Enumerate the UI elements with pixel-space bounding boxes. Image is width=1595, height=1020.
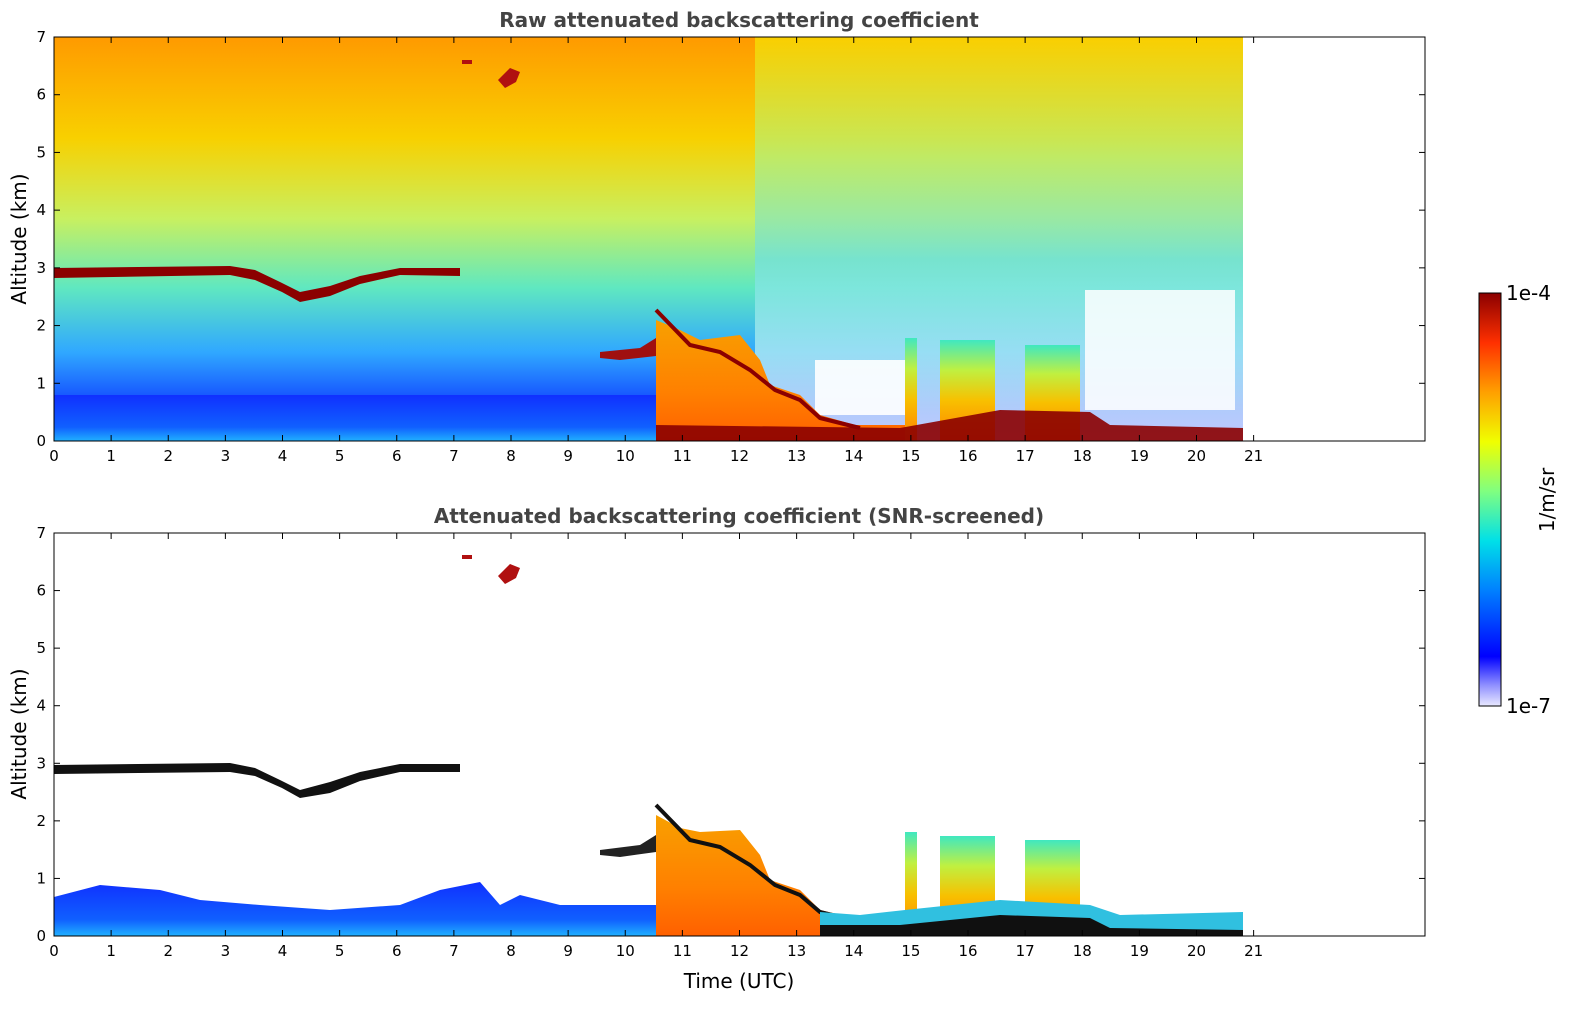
panel1-xtick-label: 0: [49, 447, 59, 465]
panel2-xtick-label: 5: [335, 942, 345, 960]
panel1-high-cloud-small: [462, 60, 472, 64]
panel1-high-cloud: [498, 68, 520, 88]
panel2-ytick-label: 2: [36, 812, 46, 830]
panel1-cloud-layer: [54, 266, 460, 302]
panel2-xtick-label: 0: [49, 942, 59, 960]
panel1-surface-band: [656, 410, 1243, 441]
panel1-xtick-label: 10: [616, 447, 635, 465]
panel1-xtick-label: 11: [673, 447, 692, 465]
panel2-xtick-label: 12: [730, 942, 749, 960]
panel2-xtick-label: 13: [787, 942, 806, 960]
panel2-axes: 0 1 2 3 4 5 6 7 8 9 10 11 12 13 14 15 16 17 18 19 20 21012345…: [36, 524, 1425, 960]
panel1-ytick-label: 2: [36, 317, 46, 335]
panel1-elevated-layer: [600, 338, 656, 360]
panel1-no-data: [1243, 37, 1425, 441]
panel1-xtick-label: 2: [163, 447, 173, 465]
panel2-xtick-label: 20: [1187, 942, 1206, 960]
panel2-surface-layer: [54, 882, 656, 936]
panel1-xtick-label: 21: [1244, 447, 1263, 465]
panel2-xtick-label: 3: [221, 942, 231, 960]
panel-raw: Raw attenuated backscattering coefficien…: [7, 8, 1426, 465]
panel1-plume: [905, 338, 917, 441]
panel1-ytick-label: 5: [36, 143, 46, 161]
panel-screened: Attenuated backscattering coefficient (S…: [7, 504, 1426, 993]
panel1-xtick-label: 13: [787, 447, 806, 465]
panel2-heatmap: [54, 555, 1243, 936]
panel2-ytick-label: 1: [36, 869, 46, 887]
panel1-ytick-label: 4: [36, 201, 46, 219]
panel2-xtick-label: 16: [958, 942, 977, 960]
panel2-ytick-label: 3: [36, 754, 46, 772]
panel1-xtick-label: 12: [730, 447, 749, 465]
panel1-ytick-label: 3: [36, 259, 46, 277]
panel2-xtick-label: 1: [106, 942, 116, 960]
panel1-xtick-label: 5: [335, 447, 345, 465]
colorbar: 1e-4 1e-7 1/m/sr: [1478, 281, 1559, 718]
panel2-xtick-label: 15: [901, 942, 920, 960]
panel2-ytick-label: 4: [36, 697, 46, 715]
panel1-ytick-label: 6: [36, 86, 46, 104]
panel2-high-cloud: [498, 564, 520, 584]
panel2-title: Attenuated backscattering coefficient (S…: [434, 504, 1044, 528]
panel2-xtick-label: 10: [616, 942, 635, 960]
panel2-xtick-label: 8: [506, 942, 516, 960]
panel2-xtick-label: 14: [844, 942, 863, 960]
panel2-cloud-layer: [54, 763, 460, 798]
panel2-xlabel: Time (UTC): [683, 969, 795, 993]
panel2-xtick-label: 21: [1244, 942, 1263, 960]
panel1-heatmap: [54, 37, 1425, 441]
colorbar-unit-label: 1/m/sr: [1535, 467, 1559, 532]
panel2-xtick-label: 7: [449, 942, 459, 960]
panel2-xtick-label: 19: [1130, 942, 1149, 960]
panel2-high-cloud-small: [462, 555, 472, 559]
panel1-xtick-label: 7: [449, 447, 459, 465]
panel1-xtick-label: 17: [1016, 447, 1035, 465]
panel2-surface-band: [820, 915, 1243, 936]
panel2-xtick-label: 4: [278, 942, 288, 960]
panel1-clear-patch: [815, 360, 905, 415]
panel1-ytick-label: 0: [36, 432, 46, 450]
panel1-xtick-label: 1: [106, 447, 116, 465]
panel1-clear-patch-2: [1085, 290, 1235, 410]
panel2-ylabel: Altitude (km): [7, 668, 31, 799]
panel1-axes: 0 1 2 3 4 5 6 7 8 9 10 11 12 13 14 15 16 17 18 19 20 21012345…: [36, 28, 1425, 465]
panel1-ytick-label: 7: [36, 28, 46, 46]
panel1-title: Raw attenuated backscattering coefficien…: [499, 8, 979, 32]
colorbar-gradient: [1478, 292, 1502, 707]
panel1-xtick-label: 20: [1187, 447, 1206, 465]
panel2-xtick-label: 6: [392, 942, 402, 960]
panel2-xtick-label: 18: [1073, 942, 1092, 960]
panel1-xtick-label: 16: [958, 447, 977, 465]
panel1-surface-layer: [54, 395, 656, 441]
panel1-xtick-label: 19: [1130, 447, 1149, 465]
panel1-bl-top: [654, 308, 861, 430]
panel2-ytick-label: 0: [36, 927, 46, 945]
panel1-xtick-label: 3: [221, 447, 231, 465]
panel2-ytick-label: 5: [36, 639, 46, 657]
panel1-xtick-label: 8: [506, 447, 516, 465]
panel1-ylabel: Altitude (km): [7, 173, 31, 304]
panel2-xtick-label: 11: [673, 942, 692, 960]
panel1-xtick-label: 4: [278, 447, 288, 465]
panel2-xtick-label: 17: [1016, 942, 1035, 960]
panel2-xtick-label: 9: [563, 942, 573, 960]
panel2-ytick-label: 7: [36, 524, 46, 542]
colorbar-min-label: 1e-7: [1506, 694, 1551, 718]
panel2-elevated-layer: [600, 835, 656, 857]
panel1-xtick-label: 15: [901, 447, 920, 465]
panel2-bl-top: [654, 803, 861, 924]
panel1-xtick-label: 14: [844, 447, 863, 465]
panel1-xtick-label: 6: [392, 447, 402, 465]
panel1-xtick-label: 18: [1073, 447, 1092, 465]
colorbar-max-label: 1e-4: [1506, 281, 1551, 305]
panel2-xtick-label: 2: [163, 942, 173, 960]
panel1-xtick-label: 9: [563, 447, 573, 465]
panel1-ytick-label: 1: [36, 374, 46, 392]
panel2-ytick-label: 6: [36, 582, 46, 600]
